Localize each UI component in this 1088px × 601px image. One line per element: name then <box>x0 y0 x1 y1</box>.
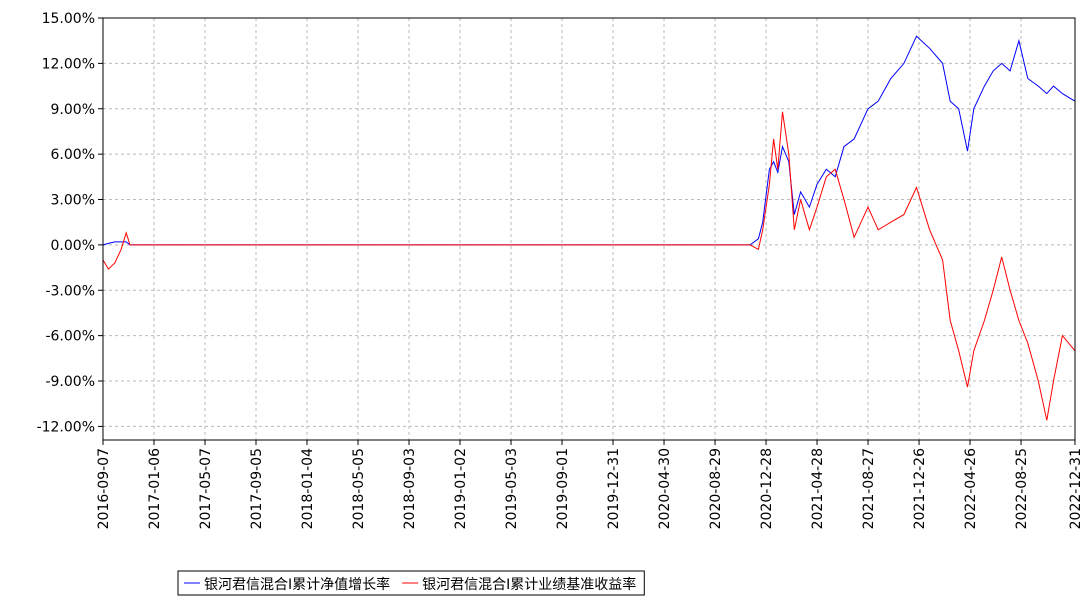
y-tick-label: 12.00% <box>42 56 95 72</box>
y-tick-label: 15.00% <box>42 11 95 27</box>
legend-label: 银河君信混合I累计净值增长率 <box>204 576 390 593</box>
x-tick-label: 2020-08-29 <box>708 448 724 529</box>
x-tick-label: 2019-05-03 <box>504 448 520 529</box>
y-tick-label: 0.00% <box>51 238 95 254</box>
y-tick-label: -9.00% <box>45 374 95 390</box>
plot-area <box>102 17 1076 441</box>
x-tick-label: 2017-01-06 <box>147 448 163 529</box>
x-tick-label: 2022-08-25 <box>1014 448 1030 529</box>
plot-border <box>102 17 1076 441</box>
x-tick-label: 2018-01-04 <box>300 448 316 529</box>
y-tick-label: -12.00% <box>37 419 95 435</box>
x-tick-label: 2018-09-03 <box>402 448 418 529</box>
y-tick-label: 3.00% <box>51 193 95 209</box>
x-tick-label: 2019-12-31 <box>606 448 622 529</box>
x-tick-label: 2016-09-07 <box>96 448 112 529</box>
x-tick-label: 2022-04-26 <box>963 448 979 529</box>
x-tick-label: 2019-09-01 <box>555 448 571 529</box>
y-tick-label: 9.00% <box>51 102 95 118</box>
x-tick-label: 2017-05-07 <box>198 448 214 529</box>
x-tick-label: 2021-12-26 <box>912 448 928 529</box>
y-tick-label: 6.00% <box>51 147 95 163</box>
x-tick-label: 2020-04-30 <box>657 448 673 529</box>
series-line <box>102 111 1076 421</box>
y-tick-label: -3.00% <box>45 283 95 299</box>
x-tick-label: 2020-12-28 <box>759 448 775 529</box>
legend: 银河君信混合I累计净值增长率 银河君信混合I累计业绩基准收益率 <box>177 570 645 596</box>
series-line <box>102 35 1076 246</box>
x-tick-label: 2019-01-02 <box>453 448 469 529</box>
y-tick-label: -6.00% <box>45 329 95 345</box>
x-tick-label: 2018-05-05 <box>351 448 367 529</box>
x-tick-label: 2017-09-05 <box>249 448 265 529</box>
x-tick-label: 2021-04-28 <box>810 448 826 529</box>
legend-label: 银河君信混合I累计业绩基准收益率 <box>422 576 636 593</box>
x-tick-label: 2021-08-27 <box>861 448 877 529</box>
x-tick-label: 2022-12-31 <box>1068 448 1084 529</box>
